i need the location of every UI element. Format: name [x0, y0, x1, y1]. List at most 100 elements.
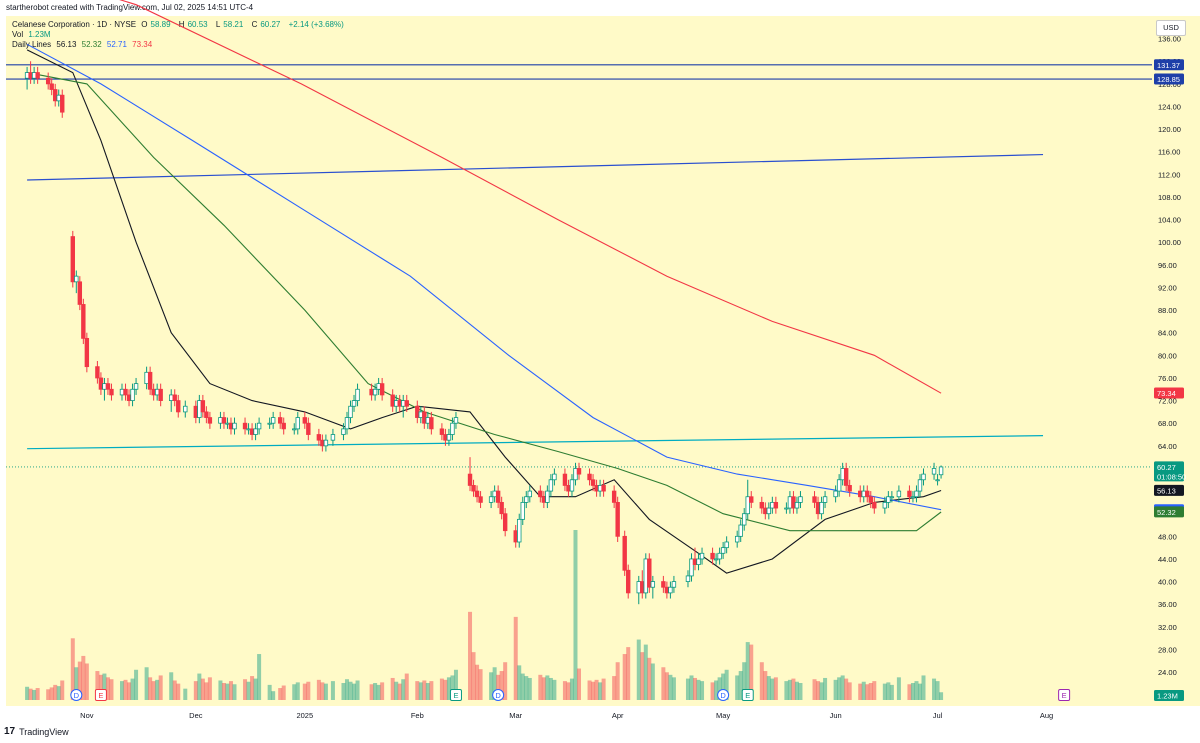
price-axis[interactable] [1152, 16, 1200, 706]
volume-bar [907, 684, 912, 700]
volume-bar [341, 683, 346, 700]
candle-body [267, 422, 272, 425]
candle-body [221, 417, 227, 424]
candle-body [77, 281, 83, 305]
candle-body [467, 473, 473, 486]
candle-body [562, 473, 568, 486]
volume-axis-tag-value: 1.23M [1157, 692, 1178, 701]
candle-body [105, 383, 111, 390]
candle-body [277, 417, 283, 424]
candle-body [453, 417, 459, 424]
candle-body [541, 496, 547, 503]
volume-bar [376, 684, 381, 700]
candle-body [158, 388, 163, 401]
candle-body [372, 388, 378, 396]
blue-trend-line [27, 153, 1044, 181]
volume-bar [232, 684, 237, 700]
candle-body [246, 428, 251, 431]
legend-high: H 60.53 [179, 20, 211, 29]
candle-body [74, 275, 79, 283]
volume-bar [394, 681, 399, 700]
x-tick-label: May [716, 711, 730, 720]
candle-body [552, 473, 557, 481]
volume-bar [471, 652, 476, 700]
candle-body [868, 496, 873, 503]
x-tick-label: Jun [830, 711, 842, 720]
volume-bar [717, 677, 722, 700]
candle-body [784, 507, 789, 510]
tradingview-logo[interactable]: 17 TradingView [4, 726, 69, 737]
candle-body [147, 371, 153, 390]
volume-bar [46, 689, 51, 700]
price-axis-tag [1154, 484, 1184, 496]
candle-body [390, 394, 395, 407]
candle-body [822, 496, 828, 503]
candle-body [692, 558, 698, 566]
x-tick-label: Mar [509, 711, 522, 720]
candle-body [126, 394, 132, 401]
volume-bar [587, 680, 592, 700]
candle-body [650, 581, 656, 588]
volume-bar [499, 671, 504, 700]
y-tick-label: 36.00 [1158, 600, 1177, 609]
volume-bar [577, 668, 581, 700]
y-tick-label: 48.00 [1158, 532, 1177, 541]
legend-close-value: 60.27 [260, 20, 281, 29]
candle-body [502, 513, 508, 532]
volume-bar [939, 692, 944, 700]
volume-bar [615, 662, 620, 700]
legend-low-value: 58.21 [223, 20, 244, 29]
candle-body [376, 383, 381, 390]
candle-body [443, 434, 448, 441]
candle-body [249, 428, 255, 435]
y-tick-label: 64.00 [1158, 442, 1177, 451]
candle-body [770, 501, 775, 509]
y-tick-label: 32.00 [1158, 623, 1177, 632]
tradingview-logo-icon: 17 [4, 726, 16, 737]
volume-bar [250, 676, 255, 700]
candle-body [270, 417, 276, 424]
candle-body [538, 490, 543, 498]
volume-bar [865, 684, 870, 700]
legend-line-value-black: 56.13 [56, 40, 77, 49]
volume-bar [373, 683, 378, 700]
volume-bar [569, 678, 574, 700]
x-tick-label: Dec [189, 711, 203, 720]
volume-bar [77, 661, 82, 700]
earnings-event-marker [94, 689, 107, 701]
event-marker-letter: E [1062, 691, 1067, 700]
candle-body [253, 428, 258, 435]
volume-bar [144, 667, 149, 700]
candle-body [865, 490, 870, 498]
volume-bar [844, 678, 849, 700]
volume-bar [921, 675, 926, 700]
candle-body [242, 422, 248, 430]
candle-body [798, 496, 803, 503]
volume-bar [823, 677, 828, 700]
volume-bar [524, 676, 529, 700]
legend-title: Celanese Corporation · 1D · NYSE [12, 20, 137, 29]
volume-bar [541, 677, 546, 700]
volume-bar [84, 663, 89, 700]
candle-body [668, 586, 673, 594]
volume-bar [439, 678, 444, 700]
candle-body [415, 405, 420, 418]
candle-body [643, 558, 648, 594]
volume-bar [562, 681, 567, 700]
volume-bar [148, 677, 153, 700]
legend-high-label: H [178, 20, 185, 29]
candle-body [404, 400, 409, 407]
candle-body [713, 558, 719, 561]
volume-bar [193, 681, 198, 700]
volume-bar [710, 682, 715, 700]
currency-button[interactable]: USD [1156, 20, 1186, 36]
candle-body [439, 428, 445, 435]
plot-area[interactable] [6, 16, 1152, 706]
candle-body [742, 513, 747, 526]
legend-open: O 58.89 [141, 20, 173, 29]
volume-bar [422, 680, 427, 700]
volume-bar [861, 681, 866, 700]
volume-bar [95, 671, 100, 700]
volume-bar [348, 681, 353, 700]
